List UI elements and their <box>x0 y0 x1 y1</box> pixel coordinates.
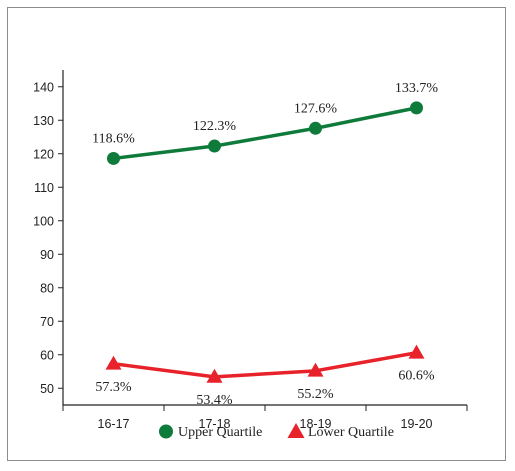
data-label: 127.6% <box>294 101 338 116</box>
y-tick-label: 80 <box>40 281 54 295</box>
data-point <box>309 121 322 135</box>
data-point <box>107 151 120 165</box>
legend-label: Upper Quartile <box>178 425 262 440</box>
data-label: 55.2% <box>297 387 334 402</box>
data-label: 57.3% <box>95 380 132 395</box>
y-tick-label: 130 <box>33 114 54 128</box>
data-label: 53.4% <box>196 393 233 408</box>
y-tick-label: 100 <box>33 214 54 228</box>
data-point <box>208 139 221 153</box>
data-label: 60.6% <box>398 369 435 384</box>
x-tick-label: 16-17 <box>98 417 130 431</box>
y-tick-label: 120 <box>33 147 54 161</box>
data-point <box>105 355 122 370</box>
y-tick-label: 70 <box>40 315 54 329</box>
series-line-2 <box>113 351 417 379</box>
legend-label: Lower Quartile <box>308 425 394 440</box>
x-tick-label: 17-18 <box>199 417 231 431</box>
y-tick-label: 60 <box>40 348 54 362</box>
data-label: 122.3% <box>193 119 237 134</box>
data-point <box>408 344 425 359</box>
data-point <box>206 368 223 383</box>
y-tick-label: 140 <box>33 80 54 94</box>
y-tick-label: 50 <box>40 382 54 396</box>
legend-marker-triangle <box>287 423 305 438</box>
data-point <box>410 101 423 115</box>
legend-marker-circle <box>159 424 173 439</box>
data-label: 133.7% <box>395 81 439 96</box>
x-tick-label: 19-20 <box>401 417 433 431</box>
data-label: 118.6% <box>92 131 135 146</box>
y-tick-label: 110 <box>34 181 54 195</box>
chart-frame <box>7 7 506 461</box>
data-point <box>307 362 324 377</box>
x-tick-label: 18-19 <box>300 417 332 431</box>
y-tick-label: 90 <box>40 248 54 262</box>
series-line-1 <box>113 106 417 161</box>
